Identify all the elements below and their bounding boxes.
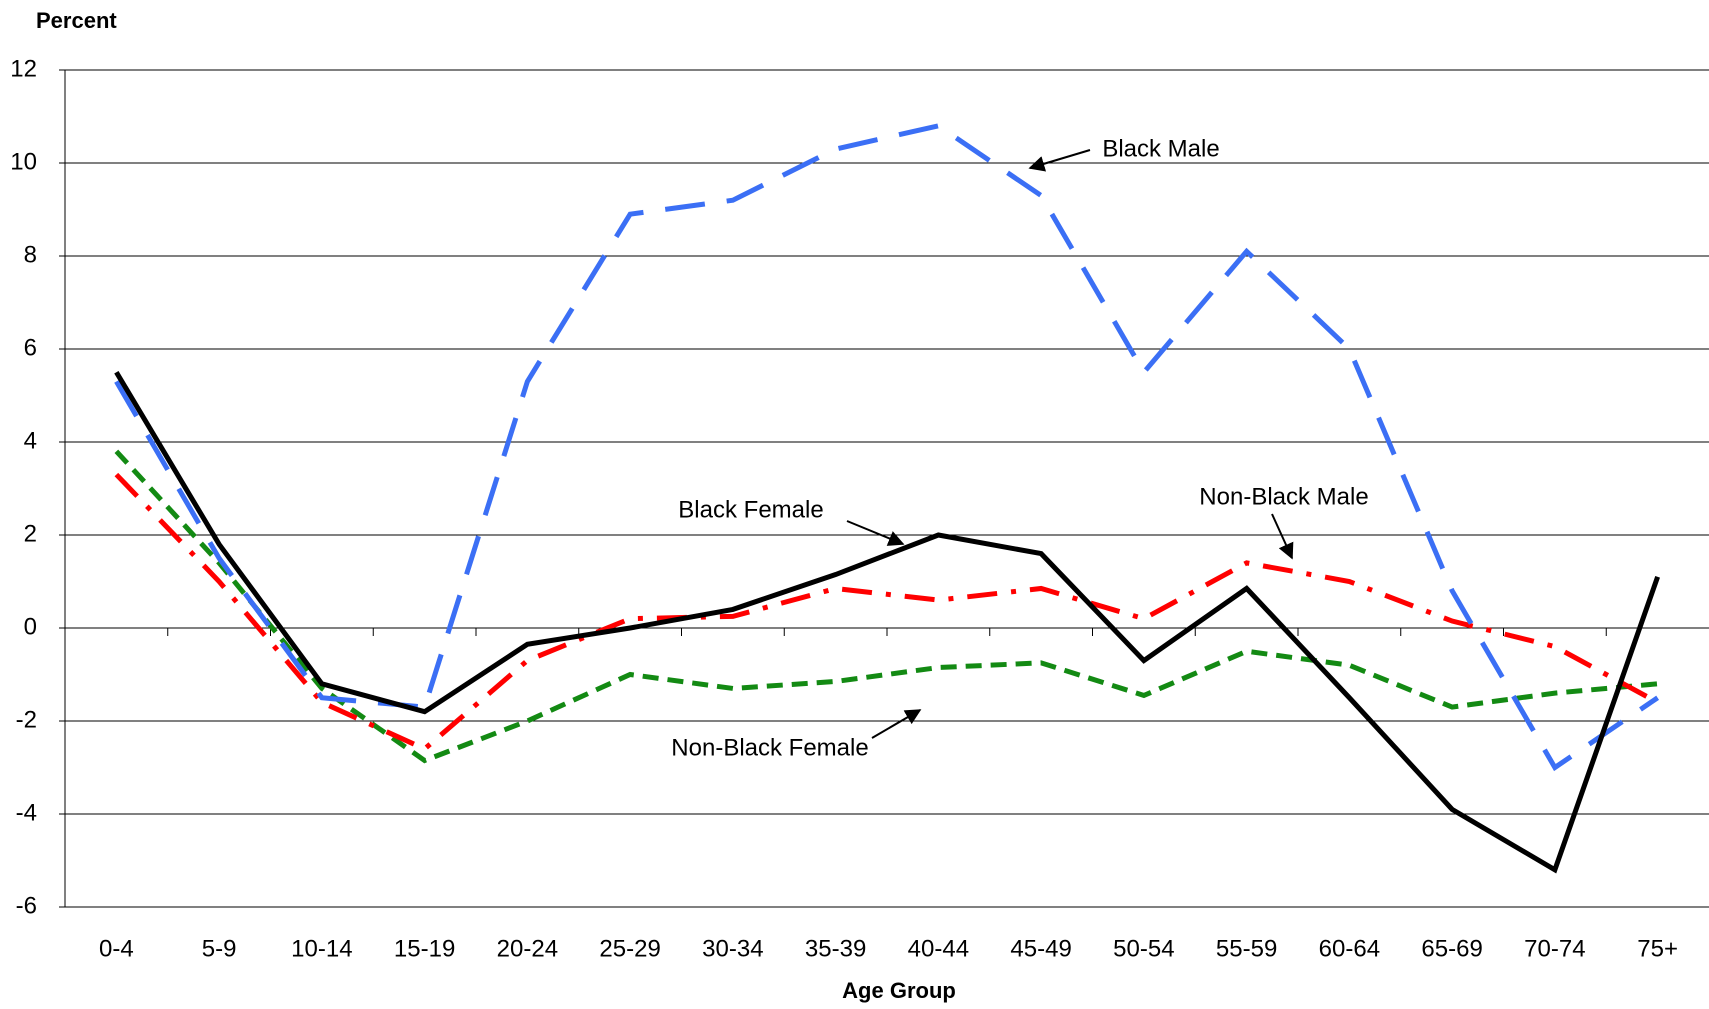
x-tick-label: 60-64 — [1319, 935, 1380, 962]
y-tick-label: 4 — [24, 427, 37, 454]
series-line — [114, 472, 1659, 752]
series-annotation: Black Female — [678, 496, 823, 523]
x-tick-label: 0-4 — [99, 935, 134, 962]
x-tick-label: 35-39 — [805, 935, 866, 962]
y-tick-label: 2 — [24, 520, 37, 547]
y-tick-label: 8 — [24, 241, 37, 268]
series-annotation: Non-Black Female — [671, 734, 868, 761]
y-tick-label: 10 — [10, 148, 37, 175]
x-tick-label: 5-9 — [202, 935, 237, 962]
x-tick-label: 15-19 — [394, 935, 455, 962]
x-tick-label: 65-69 — [1421, 935, 1482, 962]
x-tick-label: 30-34 — [702, 935, 763, 962]
y-tick-label: 6 — [24, 334, 37, 361]
x-tick-label: 20-24 — [497, 935, 558, 962]
x-tick-label: 55-59 — [1216, 935, 1277, 962]
y-tick-label: 12 — [10, 55, 37, 82]
x-tick-label: 75+ — [1637, 935, 1678, 962]
y-tick-label: -2 — [16, 706, 37, 733]
x-tick-label: 25-29 — [599, 935, 660, 962]
y-tick-label: 0 — [24, 613, 37, 640]
y-tick-label: -4 — [16, 799, 37, 826]
annotation-arrow — [1271, 513, 1294, 560]
series-annotation: Black Male — [1102, 135, 1219, 162]
series-annotation: Non-Black Male — [1199, 483, 1368, 510]
x-tick-label: 50-54 — [1113, 935, 1174, 962]
annotation-arrow — [846, 520, 905, 546]
x-tick-label: 45-49 — [1010, 935, 1071, 962]
x-tick-label: 40-44 — [908, 935, 969, 962]
annotation-arrow — [1028, 149, 1091, 172]
series-line — [114, 370, 1660, 874]
series-line — [114, 123, 1660, 772]
annotation-arrow — [871, 709, 922, 739]
x-axis-label: Age Group — [842, 978, 956, 1003]
y-tick-label: -6 — [16, 892, 37, 919]
x-tick-label: 10-14 — [291, 935, 352, 962]
y-axis-label: Percent — [36, 8, 117, 33]
x-tick-label: 70-74 — [1524, 935, 1585, 962]
